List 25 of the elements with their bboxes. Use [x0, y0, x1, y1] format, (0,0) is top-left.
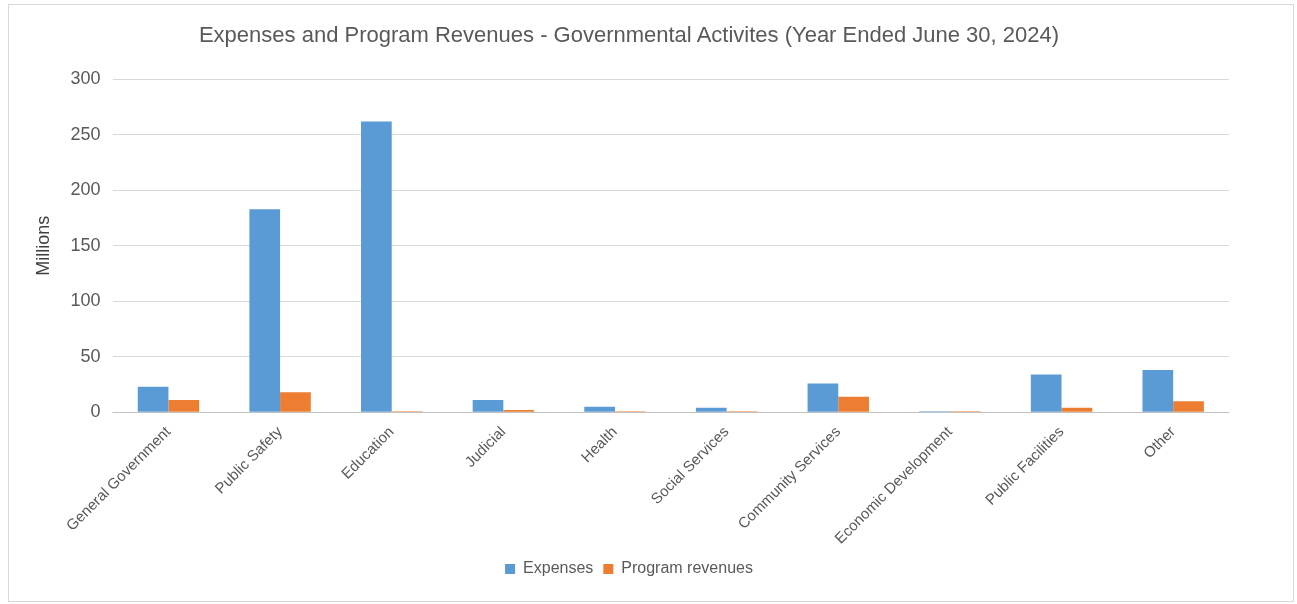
bar — [695, 407, 727, 412]
y-tick-label: 100 — [70, 290, 101, 311]
y-axis-title: Millions — [32, 215, 53, 276]
bar — [1030, 374, 1062, 412]
y-tick-label: 0 — [90, 401, 101, 422]
bar — [807, 383, 839, 412]
bar — [280, 392, 311, 412]
bar — [1061, 407, 1093, 412]
y-tick-label: 150 — [70, 234, 101, 255]
y-tick-label: 300 — [70, 68, 101, 89]
y-tick-label: 200 — [70, 179, 101, 200]
legend-label: Program revenues — [621, 559, 753, 577]
bar — [584, 406, 615, 412]
bar — [249, 209, 281, 412]
bar — [1173, 401, 1204, 412]
legend-label: Expenses — [523, 559, 594, 577]
bar — [361, 121, 392, 412]
y-tick-label: 250 — [70, 123, 101, 144]
bar — [1142, 370, 1174, 412]
bar — [472, 400, 504, 412]
bar — [838, 396, 869, 412]
chart-title: Expenses and Program Revenues - Governmental Activites (Year Ended June 30, 2024) — [198, 22, 1060, 48]
bar — [137, 386, 169, 412]
y-tick-label: 50 — [80, 345, 101, 366]
bar — [168, 400, 200, 412]
